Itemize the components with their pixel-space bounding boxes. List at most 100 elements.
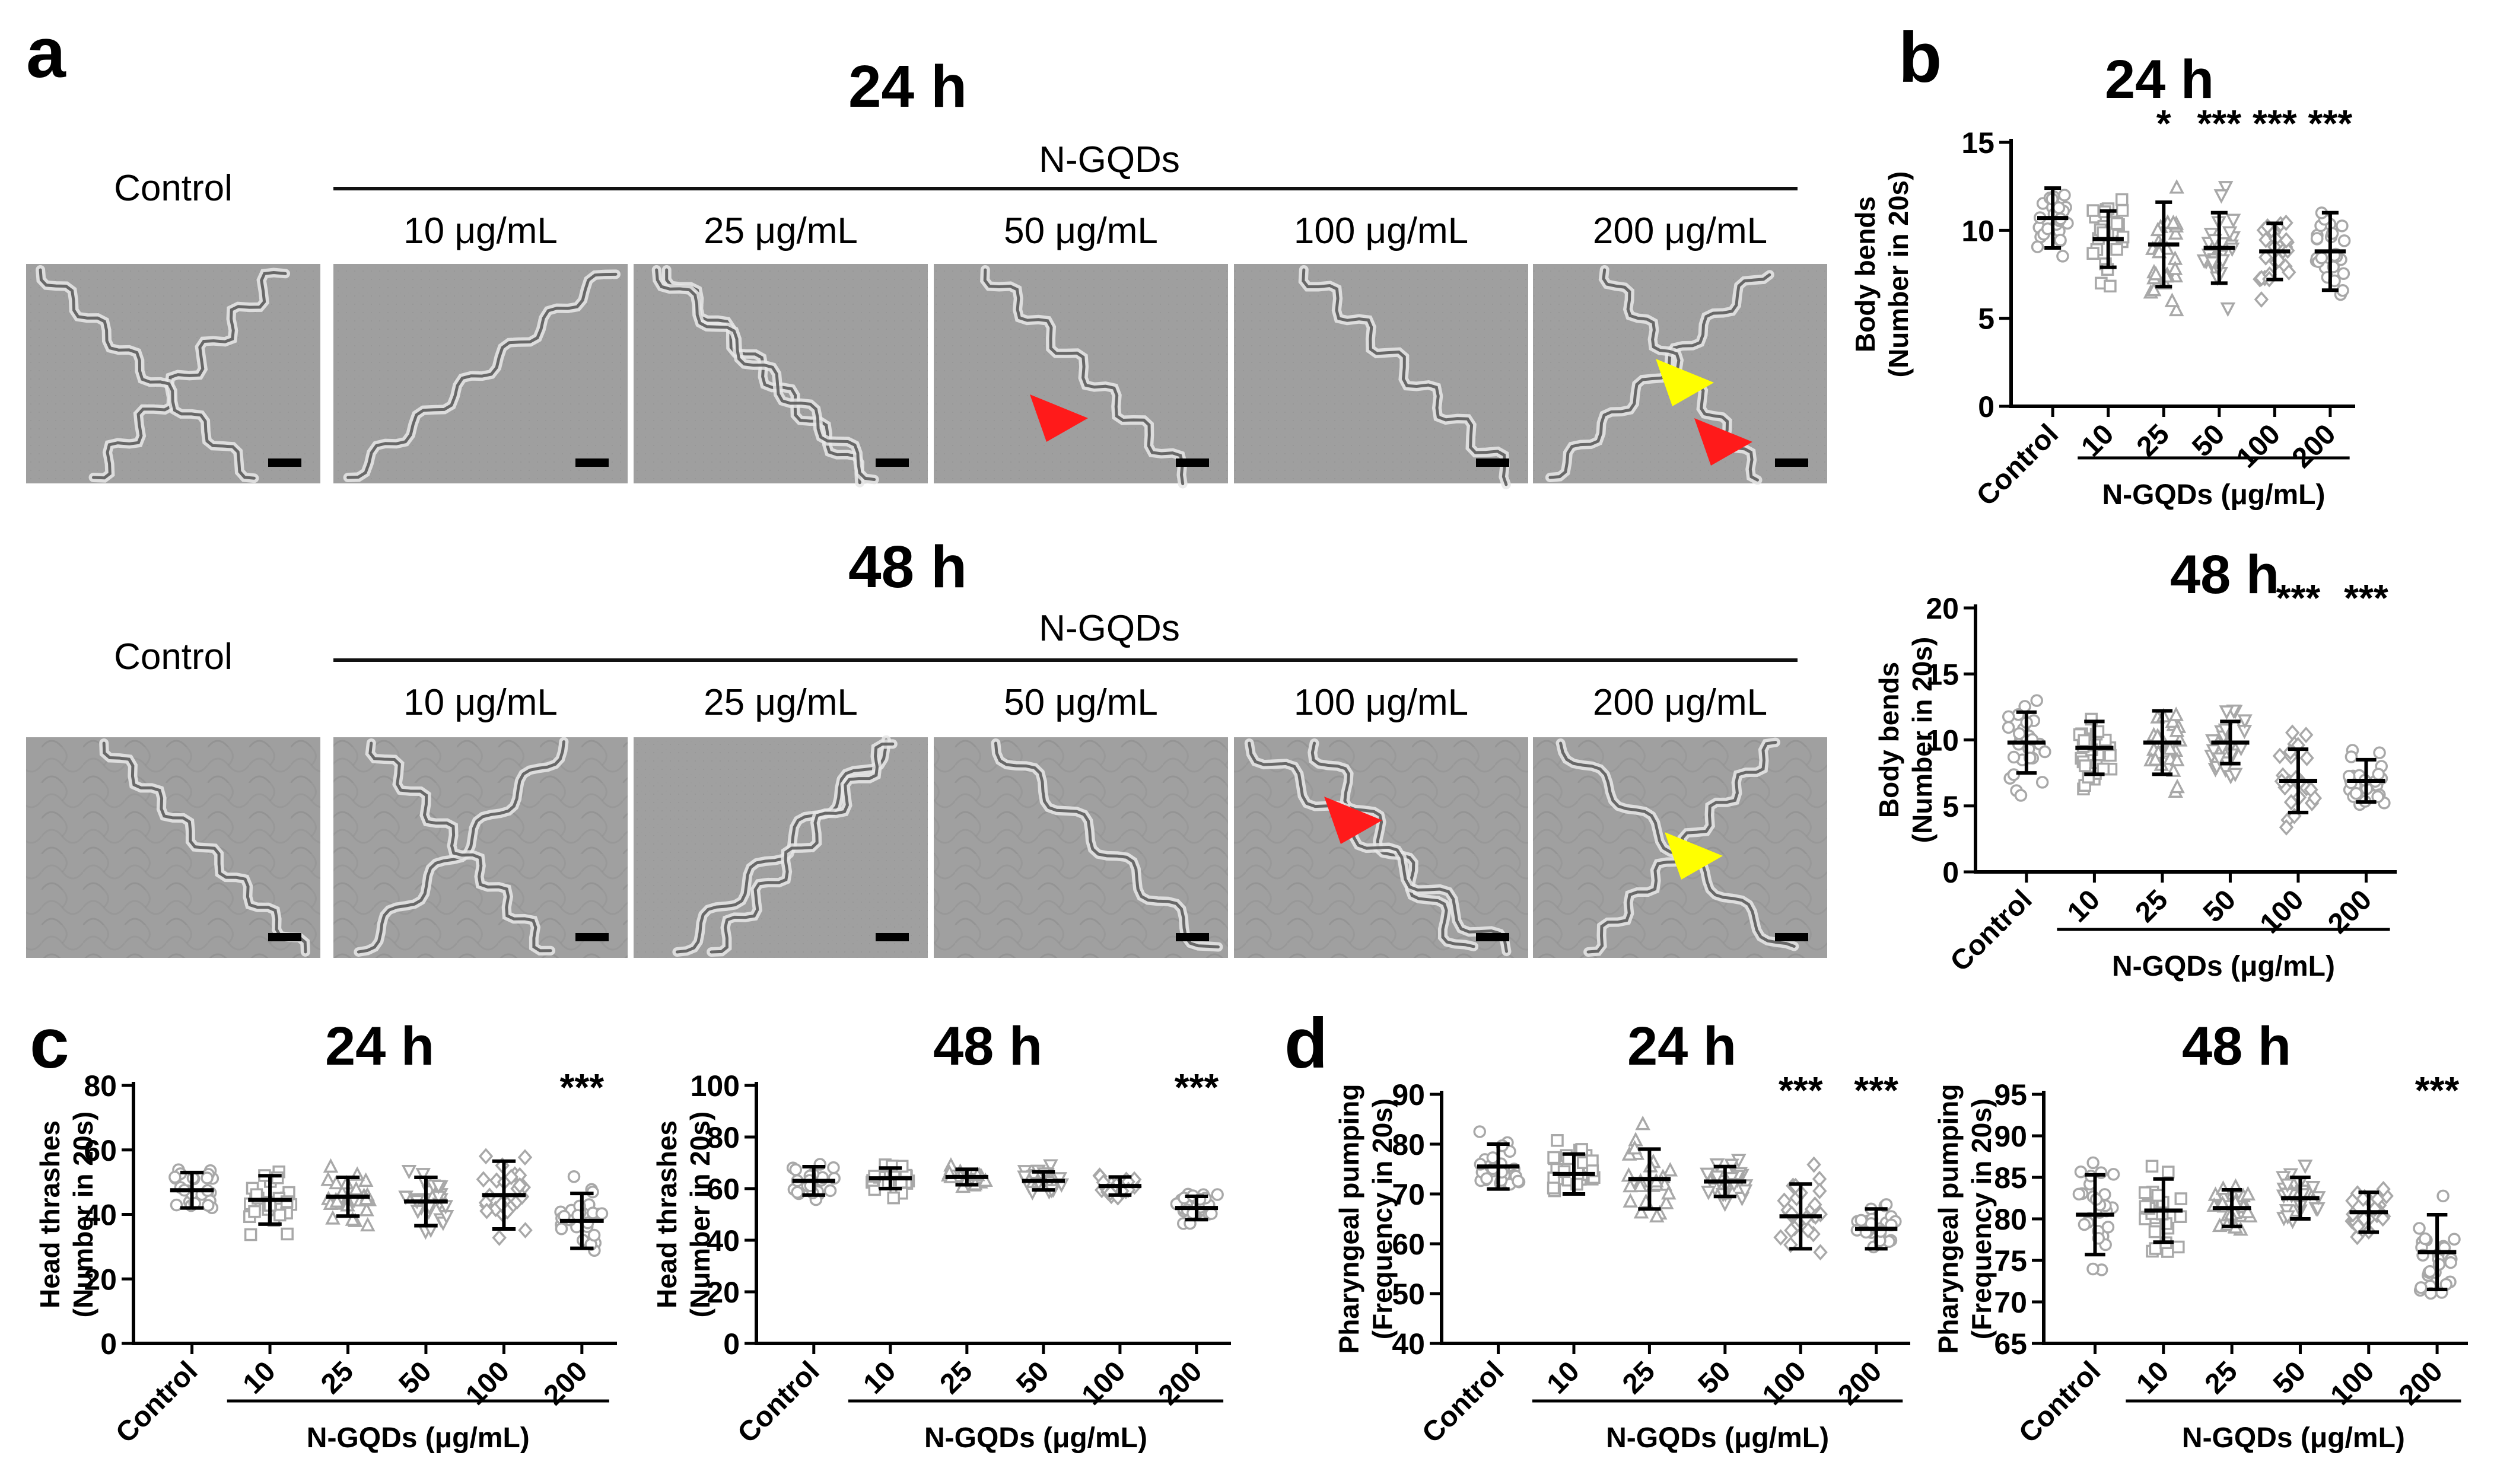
data-point (431, 1180, 446, 1195)
data-point (504, 1168, 518, 1186)
data-point (2168, 301, 2184, 317)
data-point (1700, 1167, 1715, 1183)
x-tick-label: 25 (2199, 1355, 2244, 1400)
data-point (329, 1174, 344, 1190)
y-tick-label: 60 (707, 1173, 740, 1206)
scale-bar (575, 933, 609, 941)
data-point (2225, 214, 2241, 228)
data-point (2072, 1187, 2086, 1200)
red-arrowhead (1030, 394, 1088, 442)
red-arrowhead (1324, 797, 1382, 844)
y-tick-label: 80 (1392, 1128, 1425, 1161)
data-point (2038, 745, 2051, 759)
data-point (2101, 1221, 2115, 1234)
significance-stars: *** (2197, 102, 2241, 145)
scale-bar (1476, 933, 1509, 941)
chart-title: 24 h (325, 1016, 434, 1077)
data-point (2279, 1179, 2295, 1193)
data-point (2078, 1218, 2091, 1231)
data-point (2162, 740, 2178, 755)
scale-bar (268, 933, 301, 941)
y-tick-label: 70 (1994, 1286, 2027, 1319)
data-point (1623, 1193, 1639, 1208)
y-tick-label: 0 (1978, 390, 1994, 423)
data-point (2337, 267, 2350, 281)
x-tick-label: 50 (1010, 1355, 1055, 1400)
data-point (1806, 1156, 1821, 1173)
data-point (2372, 768, 2385, 781)
significance-stars: * (2156, 102, 2171, 145)
x-tick-label: Control (1416, 1355, 1510, 1449)
x-tick-label: 25 (315, 1355, 360, 1400)
panel-letter-b: b (1898, 18, 1942, 97)
data-point (2258, 249, 2273, 266)
data-point (1813, 1244, 1828, 1261)
chart-title: 24 h (2105, 49, 2214, 110)
data-point (168, 1170, 182, 1184)
chart-title: 48 h (2182, 1016, 2291, 1077)
data-point (244, 1228, 257, 1241)
data-point (360, 1217, 376, 1232)
data-point (1211, 1188, 1224, 1201)
data-point (401, 1164, 417, 1180)
data-point (2169, 179, 2184, 194)
data-point (2436, 1189, 2450, 1203)
data-point (2376, 1180, 2391, 1198)
data-point (281, 1227, 294, 1241)
data-point (2413, 1222, 2426, 1235)
x-tick-label: 25 (934, 1355, 978, 1400)
data-point (201, 1199, 215, 1212)
chart-d-48h: 48 h 65 70 75 80 85 90 95 Pharyngeal pumping (Fre… (1933, 1016, 2468, 1454)
data-point (1800, 1222, 1815, 1238)
data-point (1658, 1195, 1674, 1209)
data-point (1547, 1182, 1560, 1195)
chart-b-24h: 24 h 0 5 10 15 Body bends (Number in 20s) Contr… (1850, 49, 2355, 512)
significance-stars: *** (1175, 1066, 1219, 1109)
scale-bar (1476, 458, 1509, 467)
data-point (2206, 744, 2222, 759)
data-point (2371, 790, 2384, 803)
data-point (2213, 189, 2229, 204)
scale-bar (575, 458, 609, 467)
data-point (2415, 1281, 2428, 1294)
data-point (2145, 1160, 2159, 1173)
data-point (2279, 232, 2294, 249)
x-tick-label: 50 (1692, 1355, 1736, 1400)
data-point (1773, 1229, 1788, 1246)
x-tick-label: 200 (1832, 1355, 1888, 1411)
y-tick-label: 80 (1994, 1203, 2027, 1236)
data-point (2146, 281, 2162, 297)
scale-bar (876, 458, 909, 467)
data-point (1813, 1206, 1828, 1223)
data-point (329, 1193, 345, 1208)
y-tick-label: 85 (1994, 1161, 2027, 1195)
data-point (2104, 749, 2117, 762)
data-point (2172, 1240, 2185, 1254)
x-tick-label: 200 (538, 1355, 594, 1411)
y-tick-label: 100 (691, 1069, 740, 1103)
data-point (2307, 789, 2323, 807)
y-tick-label: 15 (1961, 126, 1994, 160)
data-point (2279, 214, 2293, 231)
significance-stars: *** (2308, 102, 2353, 145)
data-point (2104, 279, 2117, 293)
data-point (595, 1207, 609, 1220)
data-point (2219, 705, 2235, 720)
y-tick-label: 15 (1926, 658, 1959, 691)
concentration-label: 200 μg/mL (1593, 682, 1767, 723)
data-point (2012, 727, 2026, 740)
yellow-arrowhead (1665, 832, 1723, 880)
data-point (2237, 714, 2253, 729)
micrograph-50-24h (934, 264, 1228, 489)
x-tick-label: 25 (1617, 1355, 1661, 1400)
data-point (1512, 1174, 1525, 1188)
x-group-label: N-GQDs (μg/mL) (1606, 1422, 1829, 1454)
y-tick-label: 60 (84, 1134, 117, 1167)
data-point (2052, 201, 2066, 215)
panel-letter-c: c (30, 1004, 69, 1083)
data-point (1709, 1170, 1725, 1185)
data-point (2227, 768, 2243, 782)
x-tick-label: 10 (2075, 418, 2120, 463)
x-tick-label: Control (2013, 1355, 2107, 1449)
data-point (2168, 706, 2184, 721)
